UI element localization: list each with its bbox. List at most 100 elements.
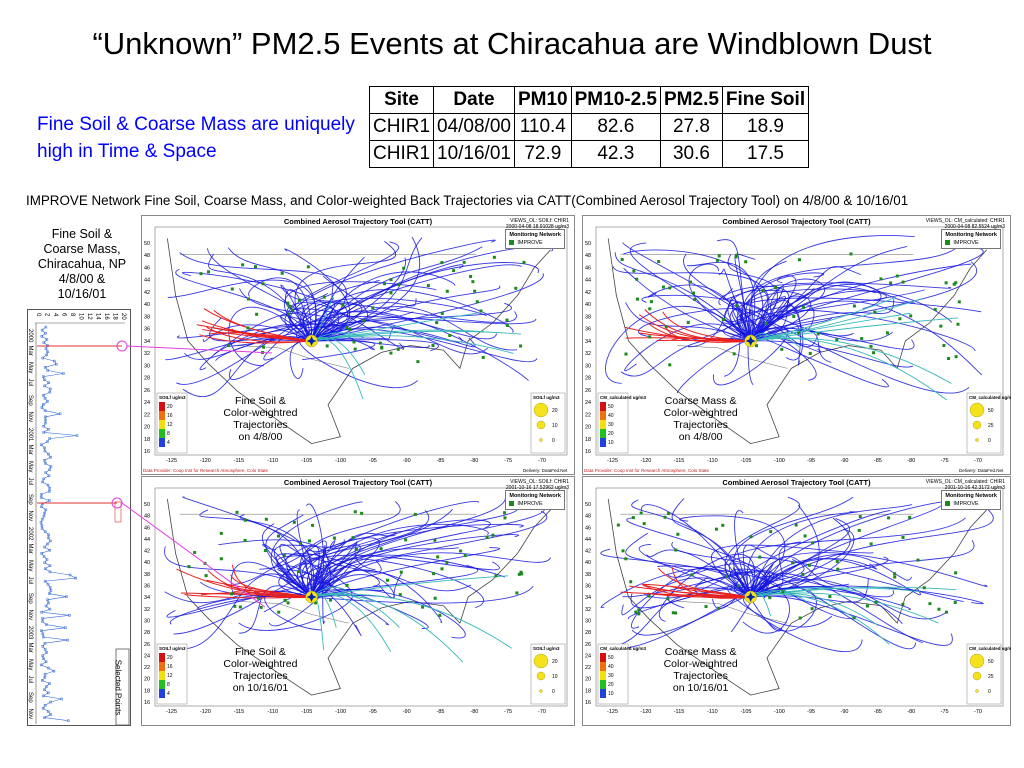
lat-tick-label: 42 [144, 290, 150, 296]
monitoring-site-marker [256, 596, 260, 600]
color-legend-value: 20 [608, 682, 614, 688]
lat-tick-label: 48 [144, 253, 150, 259]
network-legend-label: IMPROVE [517, 501, 543, 507]
monitoring-site-marker [286, 601, 290, 605]
monitoring-site-marker [230, 287, 234, 291]
panel-description-line: Trajectories [673, 419, 728, 431]
monitoring-site-marker [313, 601, 317, 605]
monitoring-site-marker [715, 258, 719, 262]
lat-tick-label: 46 [144, 525, 150, 531]
monitoring-site-marker [241, 263, 245, 267]
monitoring-site-marker [667, 511, 671, 515]
chiricahua-site-star-icon [745, 336, 756, 346]
lon-tick-label: -80 [907, 709, 915, 715]
monitoring-site-marker [297, 298, 301, 302]
lon-tick-label: -100 [335, 709, 346, 715]
table-cell: 04/08/00 [433, 113, 515, 141]
panel-info-line: 2000-04-08 18.91028 ug/m3 [505, 224, 569, 230]
ts-axis-value: 4 [52, 313, 58, 317]
monitoring-site-marker [219, 557, 223, 561]
monitoring-site-marker [807, 563, 811, 567]
monitoring-site-marker [485, 535, 489, 539]
lat-tick-label: 34 [144, 339, 150, 345]
lat-tick-label: 44 [144, 278, 150, 284]
chiricahua-site-star-icon [745, 592, 756, 602]
monitoring-site-marker [810, 607, 814, 611]
network-legend-label: IMPROVE [517, 240, 543, 246]
lon-tick-label: -120 [200, 709, 211, 715]
monitoring-site-marker [616, 523, 620, 527]
ts-time-label: 2003 [27, 626, 33, 640]
figure-caption: IMPROVE Network Fine Soil, Coarse Mass, … [26, 193, 909, 208]
color-legend-value: 16 [167, 413, 173, 419]
monitoring-site-marker [440, 311, 444, 315]
table-cell: 72.9 [513, 140, 572, 168]
lat-tick-label: 20 [585, 425, 591, 431]
monitoring-site-marker [436, 555, 440, 559]
monitoring-site-marker [901, 602, 905, 606]
network-legend-label: IMPROVE [953, 501, 979, 507]
monitoring-site-marker [207, 270, 211, 274]
monitoring-site-marker [354, 547, 358, 551]
panel-description-line: Color-weightred [223, 658, 298, 670]
panel-info-line: VIEWS_OL: SOILf: CHIR1 [510, 218, 569, 224]
color-legend-value: 20 [167, 655, 173, 661]
lat-tick-label: 30 [585, 363, 591, 369]
ts-time-label: May [27, 560, 33, 571]
slide-title: “Unknown” PM2.5 Events at Chiracahua are… [92, 26, 932, 61]
size-legend-value: 0 [988, 438, 991, 444]
lon-tick-label: -85 [874, 709, 882, 715]
monitoring-site-marker [661, 285, 665, 289]
monitoring-site-marker [735, 253, 739, 257]
monitoring-site-marker [204, 574, 208, 578]
monitoring-site-marker [282, 553, 286, 557]
ts-time-label: Jul [27, 676, 33, 684]
lon-tick-label: -70 [974, 709, 982, 715]
monitoring-network-legend: Monitoring Network IMPROVE [505, 229, 565, 249]
ts-time-label: Jul [27, 577, 33, 585]
color-legend-value: 12 [167, 422, 173, 428]
lat-tick-label: 46 [585, 525, 591, 531]
panel-description-line: on 4/8/00 [678, 431, 723, 443]
monitoring-site-marker [522, 260, 526, 264]
monitoring-site-marker [857, 528, 861, 532]
monitoring-site-marker [957, 300, 961, 304]
lat-tick-label: 20 [144, 677, 150, 683]
monitoring-site-marker [725, 574, 729, 578]
color-legend-value: 40 [608, 413, 614, 419]
improve-site-icon [945, 501, 951, 507]
size-legend-value: 50 [988, 408, 994, 414]
monitoring-site-marker [686, 320, 690, 324]
monitoring-site-marker [620, 257, 624, 261]
panel-description-line: Color-weightred [663, 658, 738, 670]
lon-tick-label: -80 [470, 709, 478, 715]
panel-description-line: Trajectories [233, 419, 288, 431]
monitoring-site-marker [624, 557, 628, 561]
monitoring-site-marker [481, 355, 485, 359]
panel-description-line: Color-weightred [223, 407, 298, 419]
monitoring-site-marker [674, 611, 678, 615]
lon-tick-label: -110 [707, 458, 718, 464]
monitoring-network-legend: Monitoring Network IMPROVE [941, 229, 1001, 249]
ts-axis-value: 16 [103, 313, 109, 320]
lat-tick-label: 32 [585, 351, 591, 357]
monitoring-site-marker [632, 269, 636, 273]
lon-tick-label: -70 [974, 458, 982, 464]
size-legend-title: SOILf ug/m3 [533, 395, 560, 400]
ts-time-label: 2002 [27, 527, 33, 541]
lat-tick-label: 30 [144, 363, 150, 369]
selected-points-tab[interactable]: Selected Points [113, 653, 128, 725]
panel-description-line: on 10/16/01 [672, 682, 729, 694]
network-legend-label: IMPROVE [953, 240, 979, 246]
lat-tick-label: 36 [585, 327, 591, 333]
catt-panel-coarse-mass-2001: 50 48 46 44 42 40 38 36 34 32 30 28 26 24 22 20 18 16 -125… [582, 476, 1016, 726]
monitoring-site-marker [714, 527, 718, 531]
monitoring-site-marker [226, 344, 230, 348]
monitoring-site-marker [828, 595, 832, 599]
monitoring-site-marker [735, 304, 739, 308]
monitoring-site-marker [690, 573, 694, 577]
monitoring-site-marker [426, 284, 430, 288]
color-legend-value: 30 [608, 422, 614, 428]
lat-tick-label: 30 [144, 618, 150, 624]
monitoring-site-marker [954, 281, 958, 285]
